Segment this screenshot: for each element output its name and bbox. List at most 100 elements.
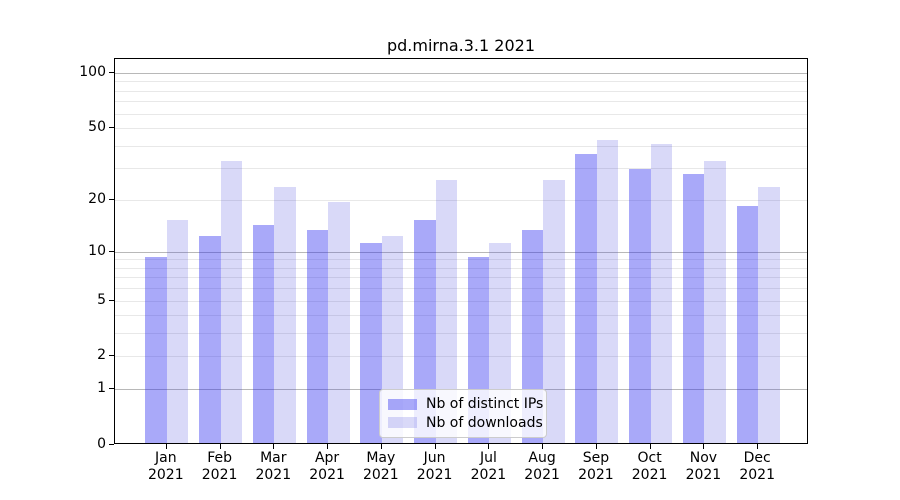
x-tick-year: 2021 [685, 467, 722, 483]
x-tick-year: 2021 [309, 467, 345, 483]
bar-sep-downloads [596, 139, 619, 443]
x-tick-mark [488, 444, 490, 449]
x-tick-month: Mar [260, 450, 287, 466]
minor-gridline [115, 128, 807, 129]
bar-oct-downloads [650, 143, 673, 443]
x-tick-mark [273, 444, 275, 449]
legend-swatch-downloads [388, 417, 417, 429]
x-tick-label: Nov 2021 [676, 450, 730, 484]
x-tick-mark [649, 444, 651, 449]
minor-gridline [115, 267, 807, 269]
bar-sep-distinct-ips [575, 154, 597, 443]
bar-aug-downloads [543, 180, 565, 443]
legend-row-distinct-ips: Nb of distinct IPs [388, 395, 543, 414]
x-tick-label: Jan 2021 [139, 450, 193, 484]
x-tick-month: Jan [155, 450, 177, 466]
bar-dec-distinct-ips [736, 205, 759, 443]
x-tick-month: Jun [423, 450, 446, 466]
minor-gridline [115, 300, 807, 302]
major-gridline [115, 251, 807, 253]
x-tick-year: 2021 [255, 467, 292, 483]
minor-gridline [115, 101, 807, 103]
x-tick-year: 2021 [578, 467, 614, 483]
x-tick-year: 2021 [470, 467, 507, 483]
y-tick-label: 100 [79, 63, 106, 80]
x-tick-month: Apr [314, 450, 340, 466]
x-tick-label: Jul 2021 [461, 450, 515, 484]
y-tick-label: 2 [97, 347, 106, 364]
x-tick-mark [703, 444, 705, 449]
x-tick-label: Dec 2021 [730, 450, 784, 484]
y-tick-mark [109, 388, 114, 390]
legend-label-distinct-ips: Nb of distinct IPs [426, 396, 544, 413]
x-tick-label: Apr 2021 [300, 450, 354, 484]
x-tick-month: May [366, 450, 396, 466]
bar-feb-downloads [220, 161, 243, 443]
y-tick-label: 20 [88, 190, 106, 207]
minor-gridline [115, 333, 807, 335]
bar-apr-distinct-ips [306, 230, 329, 443]
x-tick-month: Feb [207, 450, 232, 466]
x-tick-label: Oct 2021 [623, 450, 677, 484]
legend: Nb of distinct IPs Nb of downloads [379, 389, 547, 438]
bar-may-distinct-ips [360, 242, 382, 443]
x-tick-month: Dec [743, 450, 771, 466]
x-tick-mark [757, 444, 759, 449]
y-tick-label: 10 [88, 242, 106, 259]
minor-gridline [115, 81, 807, 83]
bar-jan-distinct-ips [145, 257, 167, 443]
legend-row-downloads: Nb of downloads [388, 414, 543, 433]
x-tick-mark [595, 444, 597, 449]
y-tick-mark [109, 355, 114, 357]
minor-gridline [115, 145, 807, 147]
minor-gridline [115, 90, 807, 92]
x-tick-month: Aug [528, 450, 556, 466]
x-tick-month: Nov [689, 450, 718, 466]
y-tick-label: 1 [97, 380, 106, 397]
y-tick-mark [109, 198, 114, 200]
minor-gridline [115, 277, 807, 279]
bar-jun-distinct-ips [414, 219, 436, 443]
minor-gridline [115, 168, 807, 170]
bar-jun-downloads [435, 180, 458, 443]
x-tick-mark [434, 444, 436, 449]
x-tick-year: 2021 [524, 467, 560, 483]
legend-swatch-distinct-ips [388, 398, 417, 410]
bar-mar-downloads [274, 186, 296, 443]
bar-mar-distinct-ips [252, 224, 275, 443]
bar-dec-downloads [758, 186, 780, 443]
x-tick-year: 2021 [416, 467, 453, 483]
major-gridline [115, 72, 807, 74]
x-tick-label: Feb 2021 [193, 450, 247, 484]
x-tick-mark [380, 444, 382, 449]
x-tick-month: Oct [637, 450, 662, 466]
x-tick-year: 2021 [631, 467, 668, 483]
x-tick-label: Sep 2021 [569, 450, 623, 484]
y-tick-mark [109, 127, 114, 128]
x-tick-label: Aug 2021 [515, 450, 569, 484]
x-tick-month: Jul [479, 450, 497, 466]
y-tick-label: 5 [97, 291, 106, 308]
minor-gridline [115, 259, 807, 261]
y-tick-mark [109, 299, 114, 301]
bar-nov-distinct-ips [682, 174, 705, 443]
minor-gridline [115, 199, 807, 201]
bar-nov-downloads [704, 161, 726, 443]
minor-gridline [115, 288, 807, 290]
y-tick-mark [109, 250, 114, 252]
minor-gridline [115, 315, 807, 317]
y-tick-label: 0 [97, 436, 106, 452]
plot-area: Nb of distinct IPs Nb of downloads [114, 58, 808, 444]
bar-oct-distinct-ips [629, 168, 651, 443]
x-tick-mark [327, 444, 329, 449]
x-tick-year: 2021 [147, 467, 184, 483]
y-tick-label: 50 [88, 119, 106, 135]
minor-gridline [115, 356, 807, 358]
x-tick-year: 2021 [739, 467, 775, 483]
bar-jan-downloads [166, 219, 189, 443]
x-tick-mark [219, 444, 221, 449]
x-tick-label: Mar 2021 [246, 450, 300, 484]
x-tick-mark [165, 444, 167, 449]
legend-label-downloads: Nb of downloads [426, 414, 543, 431]
